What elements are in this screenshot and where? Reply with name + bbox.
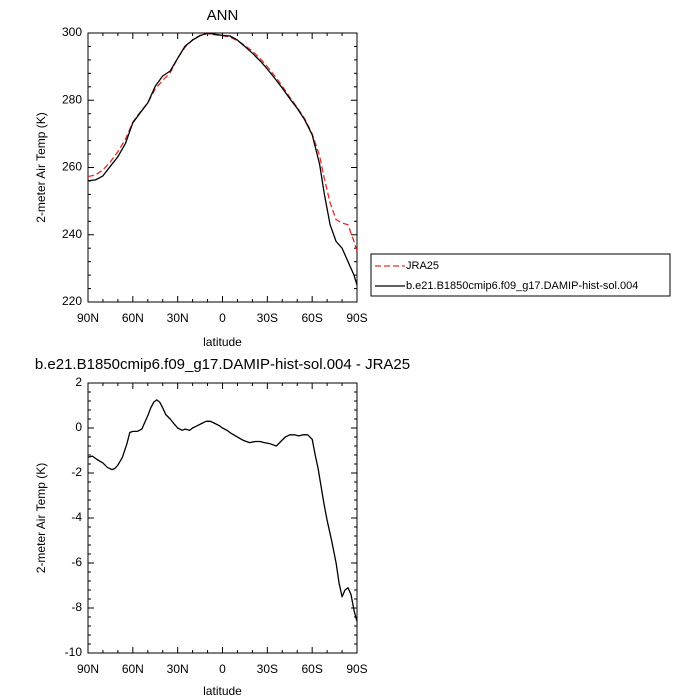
- y-tick-label: -6: [71, 555, 82, 569]
- y-tick-label: -4: [71, 510, 82, 524]
- jra25-series-line: [87, 33, 358, 252]
- x-tick-label: 60N: [122, 662, 144, 676]
- x-tick-label: 60S: [301, 311, 322, 325]
- x-tick-label: 30N: [167, 311, 189, 325]
- chart-title: b.e21.B1850cmip6.f09_g17.DAMIP-hist-sol.…: [35, 356, 410, 373]
- x-tick-label: 30S: [257, 311, 278, 325]
- y-tick-label: 260: [62, 160, 82, 174]
- x-axis-label: latitude: [203, 335, 242, 349]
- y-tick-label: 300: [62, 25, 82, 39]
- y-axis-label: 2-meter Air Temp (K): [34, 112, 48, 222]
- legend-entry-label: b.e21.B1850cmip6.f09_g17.DAMIP-hist-sol.…: [406, 280, 638, 292]
- chart-title: ANN: [207, 7, 239, 24]
- x-tick-label: 0: [219, 311, 226, 325]
- y-axis-label: 2-meter Air Temp (K): [34, 463, 48, 573]
- y-tick-label: 2: [75, 375, 82, 389]
- x-tick-label: 0: [219, 662, 226, 676]
- model-series-line: [87, 399, 358, 622]
- x-axis-label: latitude: [203, 684, 242, 698]
- y-tick-label: -8: [71, 600, 82, 614]
- y-tick-label: 240: [62, 227, 82, 241]
- x-tick-label: 90N: [77, 662, 99, 676]
- x-tick-label: 90S: [346, 311, 367, 325]
- model-series-line: [87, 32, 358, 286]
- legend-entry-label: JRA25: [406, 260, 439, 272]
- x-tick-label: 60S: [301, 662, 322, 676]
- y-tick-label: -2: [71, 465, 82, 479]
- plot-frame: [87, 382, 358, 654]
- x-tick-label: 60N: [122, 311, 144, 325]
- legend-box: [370, 253, 671, 297]
- top-chart-panel: ANN 90N 60N 30N 0 30S 60S 90S 220 240 260 280 300 lat…: [34, 7, 671, 349]
- y-tick-label: 280: [62, 92, 82, 106]
- x-tick-label: 90S: [346, 662, 367, 676]
- y-tick-label: 220: [62, 294, 82, 308]
- y-tick-label: 0: [75, 420, 82, 434]
- bottom-chart-panel: b.e21.B1850cmip6.f09_g17.DAMIP-hist-sol.…: [34, 356, 410, 698]
- x-tick-label: 30N: [167, 662, 189, 676]
- x-tick-label: 30S: [257, 662, 278, 676]
- plot-frame: [87, 32, 358, 303]
- x-tick-label: 90N: [77, 311, 99, 325]
- y-tick-label: -10: [65, 645, 83, 659]
